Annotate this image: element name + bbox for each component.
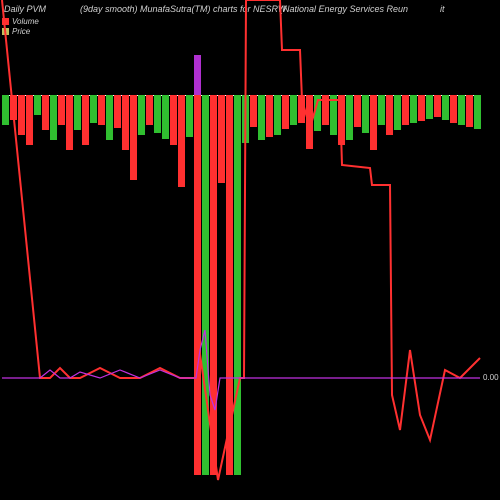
volume-bar [458, 95, 465, 125]
volume-bar [146, 95, 153, 125]
volume-bar [122, 95, 129, 150]
legend-label: Price [12, 27, 30, 36]
volume-bar [202, 95, 209, 475]
volume-bar [274, 95, 281, 135]
volume-bar [370, 95, 377, 150]
legend-label: Volume [12, 17, 39, 26]
volume-bar [338, 95, 345, 145]
volume-bar [98, 95, 105, 125]
volume-bar [26, 95, 33, 145]
volume-bar [218, 95, 225, 183]
volume-bar [114, 95, 121, 128]
price-red-line [2, 0, 480, 480]
volume-bar [42, 95, 49, 130]
title-mid: (9day smooth) MunafaSutra(TM) charts for… [80, 4, 286, 14]
volume-bar [418, 95, 425, 121]
line-overlay [0, 0, 500, 500]
volume-bar [194, 95, 201, 475]
volume-bar [82, 95, 89, 145]
volume-bar [74, 95, 81, 130]
volume-bar [138, 95, 145, 135]
volume-bar [434, 95, 441, 117]
legend-swatch [2, 28, 9, 35]
volume-bar [234, 95, 241, 475]
volume-bar [194, 55, 201, 95]
volume-bar [34, 95, 41, 115]
volume-bar [170, 95, 177, 145]
title-far-right: it [440, 4, 445, 14]
volume-bar [58, 95, 65, 125]
volume-bar [18, 95, 25, 135]
volume-bar [162, 95, 169, 139]
volume-bar [282, 95, 289, 129]
volume-bar [226, 95, 233, 475]
volume-bar [266, 95, 273, 137]
volume-bar [10, 95, 17, 120]
chart-header: Daily PVM (9day smooth) MunafaSutra(TM) … [0, 4, 500, 20]
volume-bar [442, 95, 449, 120]
volume-bar [258, 95, 265, 140]
volume-bar [66, 95, 73, 150]
legend-swatch [2, 18, 9, 25]
volume-bar [450, 95, 457, 123]
title-right: (National Energy Services Reun [280, 4, 408, 14]
volume-bar [130, 95, 137, 180]
volume-bar [330, 95, 337, 135]
volume-bar [306, 95, 313, 149]
volume-bar [250, 95, 257, 127]
volume-bar [242, 95, 249, 143]
title-left: Daily PVM [4, 4, 46, 14]
volume-bar [106, 95, 113, 140]
volume-bar [290, 95, 297, 125]
volume-bar [178, 95, 185, 187]
volume-bar [386, 95, 393, 135]
volume-bar [2, 95, 9, 125]
volume-bar [314, 95, 321, 131]
volume-bar [466, 95, 473, 127]
volume-bar [378, 95, 385, 125]
volume-bar [322, 95, 329, 125]
volume-bar [210, 95, 217, 475]
volume-bar [426, 95, 433, 119]
legend-item: Volume [2, 16, 39, 26]
volume-bar [186, 95, 193, 137]
volume-bar [394, 95, 401, 130]
price-purple-line [2, 330, 480, 410]
volume-bar [410, 95, 417, 123]
legend-item: Price [2, 26, 39, 36]
volume-bar [474, 95, 481, 129]
legend: VolumePrice [2, 16, 39, 36]
volume-bar [346, 95, 353, 140]
volume-bar [90, 95, 97, 123]
volume-bar [402, 95, 409, 125]
volume-bar [362, 95, 369, 133]
volume-bar [298, 95, 305, 123]
volume-bar [354, 95, 361, 127]
volume-bar [154, 95, 161, 133]
baseline-value-label: 0.00 [483, 373, 499, 382]
volume-bar [50, 95, 57, 140]
